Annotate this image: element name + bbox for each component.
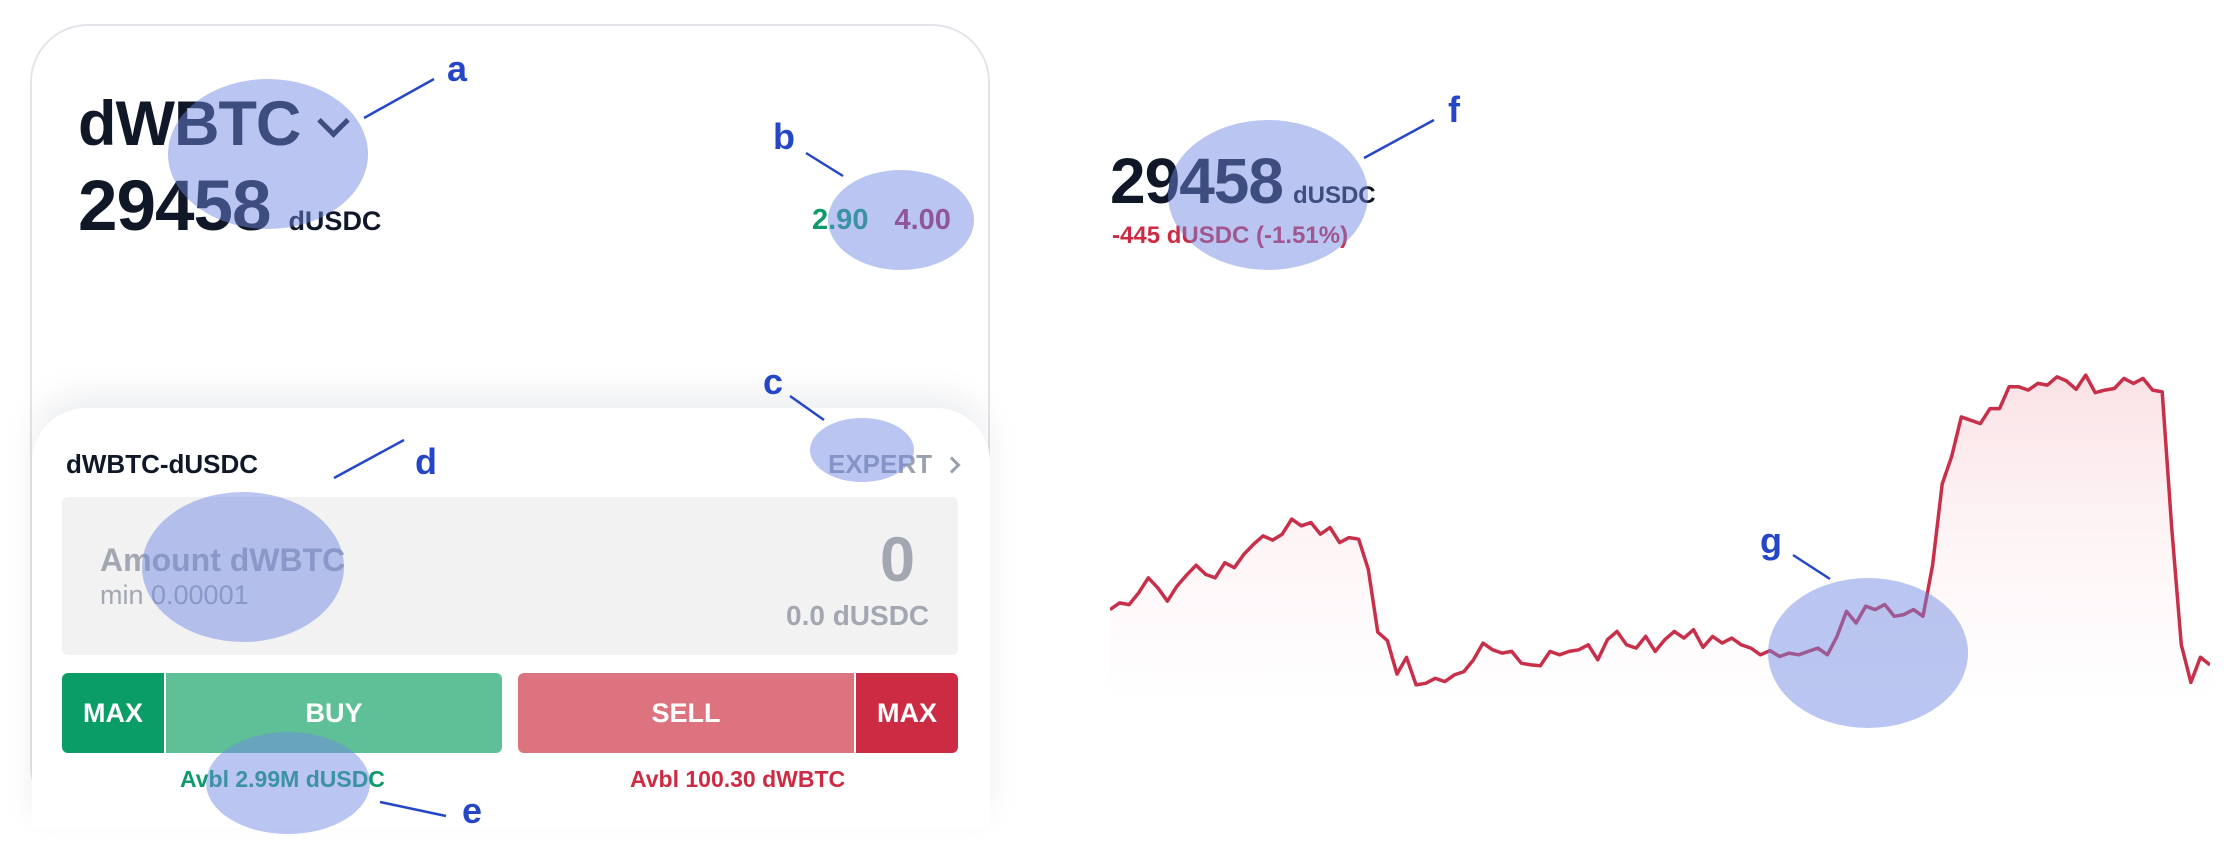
chevron-right-icon	[943, 456, 961, 473]
ask-value: 4.00	[894, 204, 951, 236]
annotation-blob-b	[828, 170, 974, 270]
price-change: -445 dUSDC (-1.51%)	[1112, 222, 1349, 249]
annotation-blob-c	[810, 418, 914, 482]
pair-label: dWBTC-dUSDC	[66, 449, 259, 479]
max-sell-button[interactable]: MAX	[856, 673, 958, 753]
chart-line	[1110, 373, 2210, 687]
price-unit: dUSDC	[288, 206, 382, 236]
ticker-price: 29458 dUSDC	[78, 166, 381, 247]
annotation-blob-e	[206, 732, 370, 834]
buy-button[interactable]: BUY	[166, 673, 502, 753]
amount-min: min 0.00001	[100, 580, 249, 610]
annotation-blob-g	[1768, 578, 1968, 728]
available-buy: Avbl 2.99M dUSDC	[180, 766, 385, 792]
annotation-label-c: c	[763, 361, 784, 402]
annotation-label-b: b	[773, 116, 795, 157]
annotation-label-a: a	[447, 48, 468, 89]
spread-display: 2.90 4.00	[812, 204, 951, 237]
annotation-label-d: d	[415, 441, 437, 482]
available-sell: Avbl 100.30 dWBTC	[630, 766, 846, 792]
bid-value: 2.90	[812, 204, 869, 236]
overview-price-unit: dUSDC	[1292, 182, 1376, 209]
amount-value: 0	[880, 525, 916, 595]
sell-button[interactable]: SELL	[518, 673, 854, 753]
annotation-blob-a	[168, 79, 368, 229]
price-chart[interactable]	[1110, 360, 2210, 720]
annotation-blob-d	[142, 492, 344, 642]
price-value: 29458	[78, 167, 271, 246]
overview-price-value: 29458	[1110, 145, 1284, 217]
expert-link[interactable]: EXPERT	[828, 449, 961, 480]
amount-input[interactable]	[62, 497, 958, 655]
chart-area-fill	[1110, 375, 2210, 695]
amount-label: Amount dWBTC	[100, 542, 346, 578]
annotation-label-g: g	[1760, 520, 1782, 561]
annotation-blob-f	[1168, 120, 1368, 270]
expert-label: EXPERT	[828, 449, 933, 479]
annotation-label-f: f	[1448, 89, 1460, 130]
symbol-selector[interactable]: dWBTC	[78, 88, 351, 160]
symbol-label: dWBTC	[78, 89, 301, 159]
overview-price: 29458 dUSDC	[1110, 144, 1376, 218]
amount-converted: 0.0 dUSDC	[786, 600, 930, 631]
max-buy-button[interactable]: MAX	[62, 673, 164, 753]
annotation-label-e: e	[462, 790, 483, 831]
